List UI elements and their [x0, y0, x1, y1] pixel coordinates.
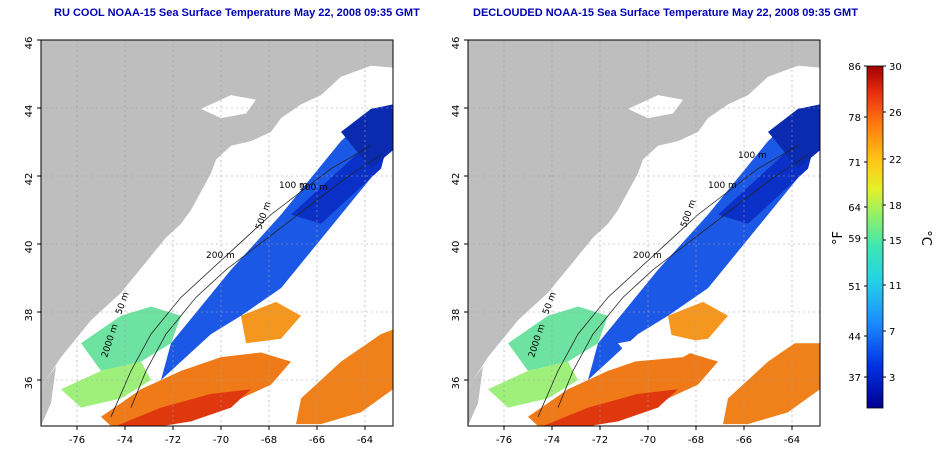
- lon-tick-label: -74: [117, 435, 133, 446]
- lon-tick-label: -72: [165, 435, 181, 446]
- lat-tick-labels-right: 46 44 42 40 38 36: [451, 37, 462, 390]
- lon-tick-label: -70: [640, 435, 656, 446]
- lon-tick-label: -72: [592, 435, 608, 446]
- lat-tick-label: 38: [24, 309, 35, 322]
- f-tick-label: 71: [848, 158, 861, 169]
- map-panel-left: 100 m 100 m 200 m 2000 m 50 m 500 m 46 4…: [24, 37, 394, 446]
- colorbar-f-ticks: 86 78 71 64 59 51 44 37: [848, 62, 861, 384]
- f-tick-label: 64: [848, 203, 861, 214]
- lon-tick-label: -70: [213, 435, 229, 446]
- lat-tick-label: 44: [451, 105, 462, 118]
- c-tick-label: 26: [889, 108, 902, 119]
- axis-ticks-left: [37, 39, 366, 430]
- lon-tick-label: -68: [261, 435, 277, 446]
- lat-tick-label: 36: [24, 377, 35, 390]
- lat-tick-label: 36: [451, 377, 462, 390]
- lat-tick-label: 46: [24, 37, 35, 50]
- lon-tick-label: -68: [688, 435, 704, 446]
- colorbar-c-ticks: 30 26 22 18 15 11 7 3: [889, 62, 902, 384]
- c-tick-label: 30: [889, 62, 902, 73]
- f-tick-label: 78: [848, 113, 861, 124]
- lon-tick-label: -66: [736, 435, 752, 446]
- map-border-right: [467, 39, 821, 427]
- axis-ticks-right: [464, 39, 793, 430]
- contour-label: 100 m: [738, 151, 767, 161]
- lon-tick-labels-right: -76 -74 -72 -70 -68 -66 -64: [496, 435, 800, 446]
- lat-tick-label: 46: [451, 37, 462, 50]
- colorbar-ticks: [864, 65, 886, 378]
- lat-tick-label: 44: [24, 105, 35, 118]
- c-tick-label: 18: [889, 201, 902, 212]
- c-tick-label: 22: [889, 155, 902, 166]
- lat-tick-label: 40: [24, 241, 35, 254]
- colorbar: 86 78 71 64 59 51 44 37 30 26 22 18 15 1…: [831, 62, 933, 409]
- f-tick-label: 44: [848, 332, 861, 343]
- f-tick-label: 51: [848, 282, 861, 293]
- c-tick-label: 11: [889, 281, 902, 292]
- lon-tick-label: -74: [544, 435, 560, 446]
- graticule-left: [41, 40, 393, 426]
- lon-tick-label: -64: [784, 435, 800, 446]
- lon-tick-label: -66: [309, 435, 325, 446]
- graticule-right: [468, 40, 820, 426]
- lon-tick-label: -64: [357, 435, 373, 446]
- contour-label: 200 m: [206, 251, 235, 261]
- lat-tick-labels-left: 46 44 42 40 38 36: [24, 37, 35, 390]
- lon-tick-label: -76: [69, 435, 85, 446]
- map-title-declouded: DECLOUDED NOAA-15 Sea Surface Temperatur…: [473, 7, 858, 19]
- c-tick-label: 3: [889, 373, 895, 384]
- lat-tick-label: 42: [24, 173, 35, 186]
- map-border-left: [40, 39, 394, 427]
- contour-label: 100 m: [708, 181, 737, 191]
- fahrenheit-axis-label: °F: [831, 231, 846, 245]
- bathymetry-contours-right: [537, 145, 809, 417]
- contour-label: 100 m: [279, 181, 308, 191]
- sst-image-right: [468, 40, 820, 426]
- colorbar-gradient: [866, 65, 884, 409]
- celsius-axis-label: °C: [918, 230, 933, 246]
- sst-image-left: [41, 40, 393, 426]
- c-tick-label: 7: [889, 327, 895, 338]
- map-panel-right: 100 m 100 m 200 m 2000 m 50 m 500 m 46 4…: [451, 37, 821, 446]
- lat-tick-label: 38: [451, 309, 462, 322]
- lat-tick-label: 42: [451, 173, 462, 186]
- lat-tick-label: 40: [451, 241, 462, 254]
- bathymetry-contours-left: [110, 145, 382, 417]
- lon-tick-label: -76: [496, 435, 512, 446]
- f-tick-label: 59: [848, 234, 861, 245]
- f-tick-label: 86: [848, 62, 861, 73]
- f-tick-label: 37: [848, 373, 861, 384]
- contour-label: 100 m: [299, 183, 328, 193]
- lon-tick-labels-left: -76 -74 -72 -70 -68 -66 -64: [69, 435, 373, 446]
- c-tick-label: 15: [889, 236, 902, 247]
- contour-label: 200 m: [633, 251, 662, 261]
- map-title-ru-cool: RU COOL NOAA-15 Sea Surface Temperature …: [54, 7, 420, 19]
